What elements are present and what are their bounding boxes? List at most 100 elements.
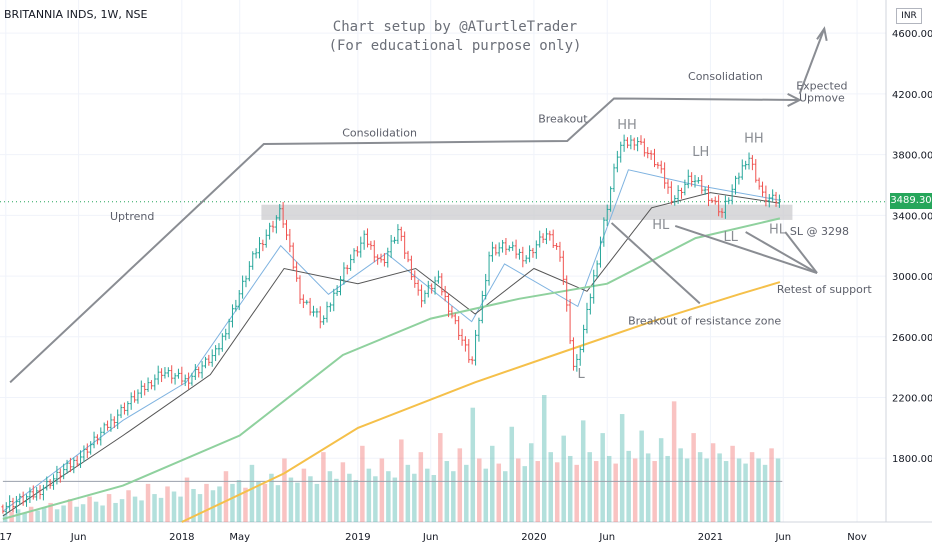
currency-badge[interactable]: INR (896, 8, 922, 24)
volume-bar (652, 461, 657, 522)
annotation-label: Expected (796, 79, 847, 92)
y-tick-label: 4200.00 (892, 90, 932, 101)
volume-bar (593, 461, 599, 522)
volume-bar (639, 430, 644, 522)
expected-upmove-arrow (798, 28, 826, 95)
volume-bar (717, 453, 722, 522)
volume-bar (119, 499, 125, 522)
volume-bar (373, 476, 378, 522)
y-tick-label: 1800.00 (892, 454, 932, 465)
volume-bar (288, 477, 294, 522)
volume-bar (587, 452, 592, 522)
volume-bar (451, 471, 456, 522)
volume-bar (606, 455, 612, 522)
volume-bar (704, 458, 709, 522)
volume-bar (600, 433, 605, 522)
volume-bar (321, 452, 326, 522)
volume-bar (710, 443, 716, 522)
resistance-zone (261, 204, 793, 220)
volume-bar (470, 407, 476, 522)
volume-bar (282, 458, 287, 522)
retest-arrow-3 (784, 231, 818, 274)
volume-bar (28, 506, 34, 522)
volume-bar (619, 414, 625, 522)
volume-bar (535, 461, 540, 522)
volume-bar (483, 468, 489, 522)
volume-bar (613, 463, 618, 522)
x-tick-label: 2021 (698, 532, 723, 543)
volume-bar (503, 471, 508, 522)
volume-bar (457, 448, 463, 522)
volume-bar (438, 433, 443, 522)
volume-bar (106, 494, 112, 522)
annotation-label: Upmove (799, 91, 845, 104)
x-tick-label: Nov (847, 532, 867, 543)
volume-bar (678, 448, 683, 522)
x-tick-label: Jun (70, 532, 87, 543)
volume-bar (366, 468, 372, 522)
volume-bar (554, 462, 560, 522)
volume-bar (490, 445, 495, 522)
volume-bar (528, 443, 534, 522)
x-tick-label: Jun (774, 532, 791, 543)
last-price-label: 3489.30 (890, 193, 932, 209)
volume-bar (360, 445, 365, 522)
volume-bar (80, 504, 86, 522)
y-tick-label: 2600.00 (892, 333, 932, 344)
volume-bar (632, 458, 638, 522)
volume-bar (327, 471, 333, 522)
annotation-label: Consolidation (342, 126, 417, 139)
volume-bar (132, 496, 138, 522)
volume-bar (762, 464, 768, 522)
y-tick-label: 3800.00 (892, 151, 932, 162)
x-tick-label: May (229, 532, 250, 543)
volume-bar (561, 435, 566, 522)
upmove-arrowhead (816, 26, 828, 41)
volume-bar (509, 426, 515, 522)
volume-bar (399, 439, 404, 522)
volume-bar (386, 471, 391, 522)
volume-bar (41, 508, 47, 522)
volume-bar (548, 452, 553, 522)
y-tick-label: 3000.00 (892, 272, 932, 283)
volume-bar (93, 501, 99, 522)
volume-bar (769, 448, 774, 522)
volume-bar (645, 453, 651, 522)
volume-bar (87, 496, 92, 522)
volume-bar (477, 458, 482, 522)
annotation-label: Breakout of resistance zone (628, 315, 781, 328)
volume-bar (48, 502, 53, 522)
note-line-1: Chart setup by @ATurtleTrader (332, 19, 578, 35)
volume-bar (236, 480, 242, 522)
volume-bar (405, 464, 411, 522)
y-tick-label: 4600.00 (892, 29, 932, 40)
volume-bar (126, 490, 131, 522)
volume-bar (723, 461, 729, 522)
structure-label: HL (769, 223, 787, 238)
annotation-label: SL @ 3298 (790, 225, 849, 238)
volume-bar (158, 497, 164, 522)
note-line-2: (For educational purpose only) (328, 38, 582, 54)
y-tick-label: 2200.00 (892, 394, 932, 405)
volume-bar (431, 475, 437, 522)
volume-bar (353, 480, 359, 522)
volume-bar (139, 500, 144, 522)
annotation-label: Consolidation (688, 70, 763, 83)
volume-bar (67, 499, 73, 522)
volume-bar (379, 458, 385, 522)
volume-bar (541, 395, 547, 522)
breakout-arrow (610, 222, 701, 305)
volume-bar (496, 463, 502, 522)
volume-bar (249, 464, 255, 522)
volume-bar (256, 481, 261, 522)
volume-bar (262, 483, 268, 522)
volume-bar (580, 420, 586, 522)
volume-bar (665, 455, 670, 522)
x-tick-label: Jun (422, 532, 439, 543)
volume-bar (522, 466, 527, 522)
volume-bar (22, 513, 27, 522)
volume-bar (295, 482, 300, 522)
ema_short-line (2, 169, 780, 512)
retest-arrow-2 (745, 231, 818, 274)
